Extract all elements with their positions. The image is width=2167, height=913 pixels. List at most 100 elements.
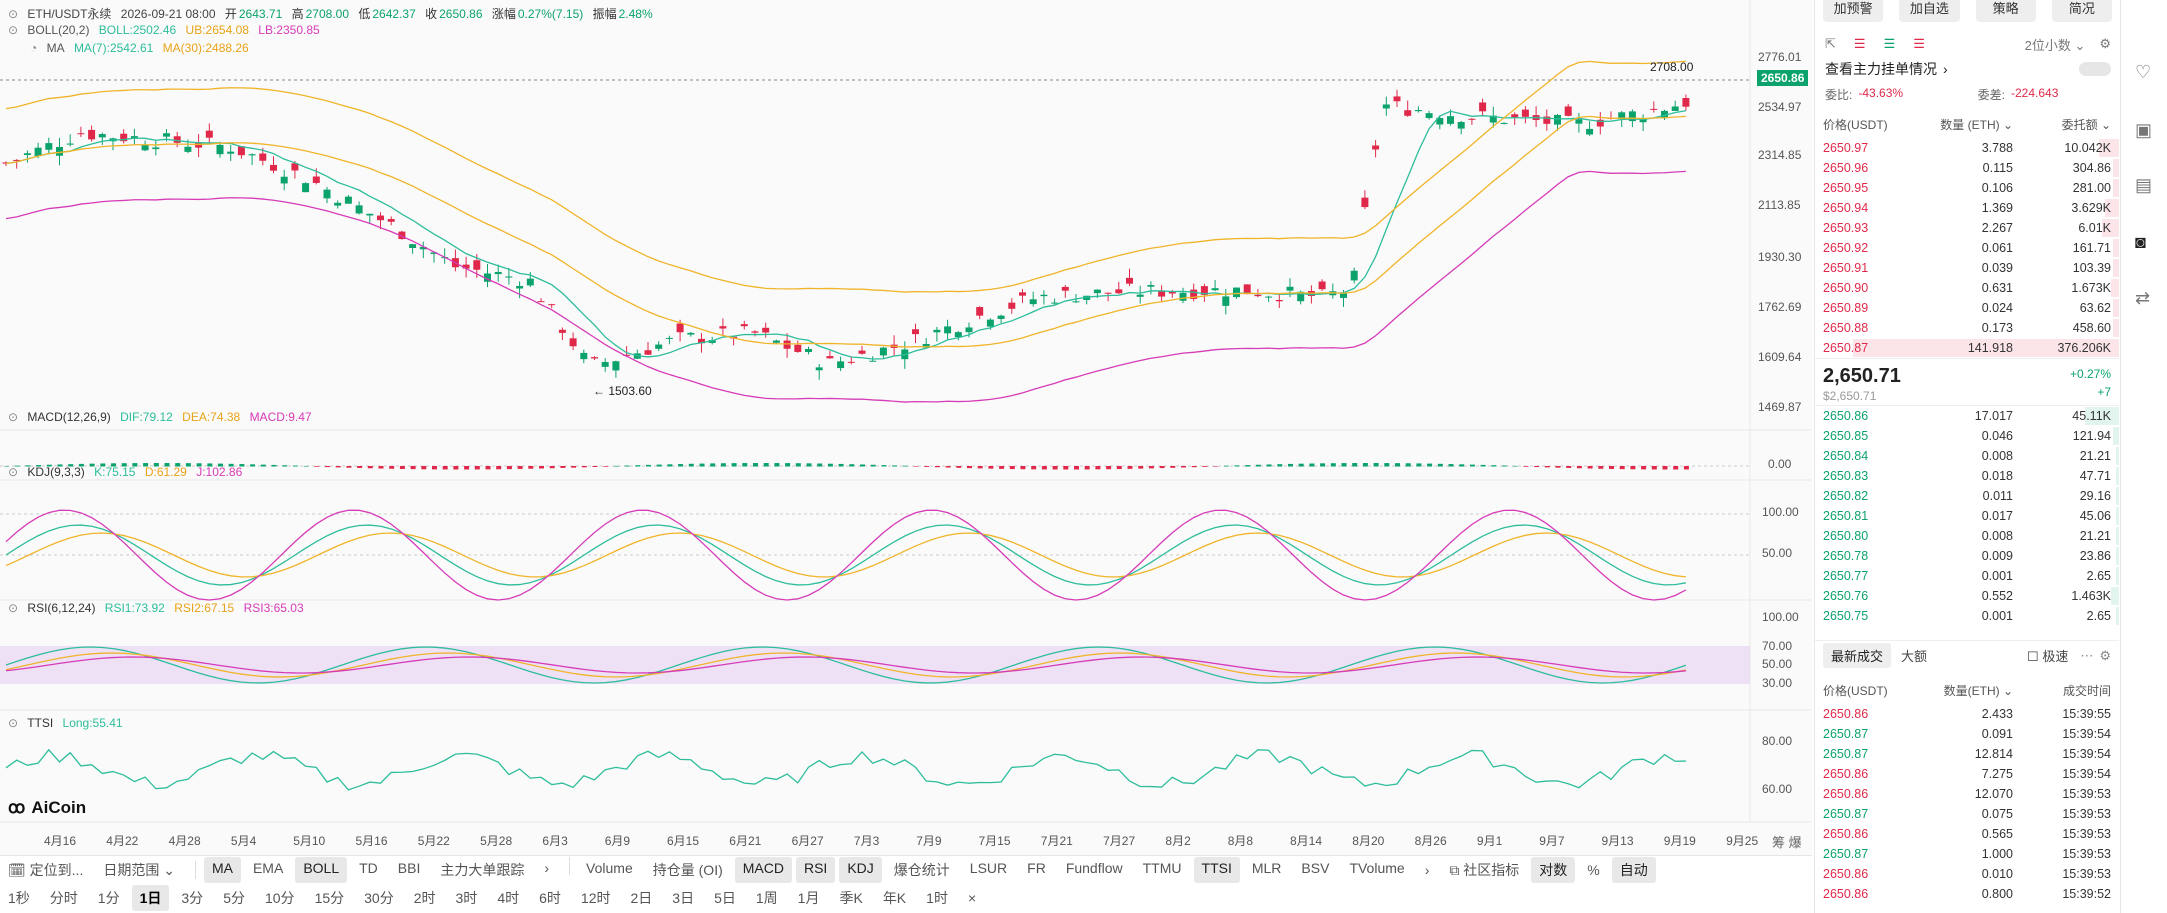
interval-1[interactable]: 分时 bbox=[49, 890, 78, 906]
interval-14[interactable]: 2日 bbox=[630, 890, 653, 906]
indicator-10[interactable]: KDJ bbox=[839, 856, 882, 883]
orderbook-row[interactable]: 2650.82 0.011 29.16 bbox=[1815, 486, 2119, 506]
interval-17[interactable]: 1周 bbox=[755, 890, 778, 906]
orderbook-row[interactable]: 2650.84 0.008 21.21 bbox=[1815, 446, 2119, 466]
indicator-9[interactable]: RSI bbox=[795, 856, 836, 883]
indicator-19[interactable]: TVolume bbox=[1349, 859, 1405, 876]
orderbook-row[interactable]: 2650.76 0.552 1.463K bbox=[1815, 586, 2119, 606]
view-bids-icon[interactable]: ☰ bbox=[1883, 36, 1896, 51]
orderbook-row[interactable]: 2650.92 0.061 161.71 bbox=[1815, 238, 2119, 258]
orderbook-row[interactable]: 2650.91 0.039 103.39 bbox=[1815, 258, 2119, 278]
indicator-11[interactable]: 爆仓统计 bbox=[893, 861, 950, 878]
ma-legend[interactable]: ◔ MA MA(7):2542.61 MA(30):2488.26 bbox=[30, 41, 255, 55]
orderbook-row[interactable]: 2650.85 0.046 121.94 bbox=[1815, 426, 2119, 446]
interval-21[interactable]: 1时 bbox=[926, 890, 948, 906]
orderbook-row[interactable]: 2650.77 0.001 2.65 bbox=[1815, 566, 2119, 586]
orderbook-row[interactable]: 2650.86 17.017 45.11K bbox=[1815, 406, 2119, 426]
settings-icon[interactable]: ⚙ bbox=[2099, 647, 2111, 663]
bot-icon[interactable]: ◙ bbox=[2135, 232, 2146, 252]
candlestick-chart[interactable] bbox=[0, 0, 1812, 860]
interval-4[interactable]: 3分 bbox=[181, 890, 204, 906]
tab-large-trades[interactable]: 大额 bbox=[1901, 649, 1928, 664]
indicator-5[interactable]: 主力大单跟踪 bbox=[440, 861, 525, 878]
orderbook-row[interactable]: 2650.81 0.017 45.06 bbox=[1815, 506, 2119, 526]
chevron-right-icon[interactable]: › bbox=[544, 859, 550, 876]
interval-18[interactable]: 1月 bbox=[797, 890, 820, 906]
interval-0[interactable]: 1秒 bbox=[8, 890, 30, 906]
strategy-button[interactable]: 策略 bbox=[1975, 0, 2036, 22]
collapse-icon[interactable]: ⊙ bbox=[8, 410, 19, 424]
indicator-0[interactable]: MA bbox=[203, 856, 241, 883]
exchange-icon[interactable]: ⇄ bbox=[2135, 288, 2151, 308]
collapse-icon[interactable]: ⊙ bbox=[8, 7, 19, 21]
indicator-1[interactable]: EMA bbox=[252, 859, 284, 876]
interval-8[interactable]: 30分 bbox=[364, 890, 394, 906]
orderbook-row[interactable]: 2650.83 0.018 47.71 bbox=[1815, 466, 2119, 486]
percent-scale-toggle[interactable]: % bbox=[1587, 861, 1600, 878]
indicator-16[interactable]: TTSI bbox=[1193, 856, 1240, 883]
overview-button[interactable]: 简况 bbox=[2051, 0, 2112, 22]
collapse-icon[interactable]: ⊙ bbox=[8, 465, 19, 479]
main-orders-toggle[interactable] bbox=[2079, 62, 2111, 76]
etf-icon[interactable]: ▤ bbox=[2135, 175, 2153, 195]
indicator-4[interactable]: BBI bbox=[397, 859, 421, 876]
orderbook-row[interactable]: 2650.93 2.267 6.01K bbox=[1815, 218, 2119, 238]
watchlist-button[interactable]: 加自选 bbox=[1899, 0, 1960, 22]
orderbook-row[interactable]: 2650.88 0.173 458.60 bbox=[1815, 318, 2119, 338]
interval-19[interactable]: 季K bbox=[839, 890, 863, 906]
indicator-15[interactable]: TTMU bbox=[1142, 859, 1182, 876]
view-asks-icon[interactable]: ☰ bbox=[1913, 36, 1925, 51]
collapse-icon[interactable]: ⊙ bbox=[8, 23, 19, 37]
indicator-7[interactable]: 持仓量 (OI) bbox=[652, 861, 723, 878]
main-orders-row[interactable]: 查看主力挂单情况 › bbox=[1825, 60, 2111, 78]
indicator-18[interactable]: BSV bbox=[1301, 859, 1330, 876]
dots-icon[interactable]: ⋯ bbox=[2080, 647, 2094, 663]
indicator-3[interactable]: TD bbox=[359, 859, 378, 876]
indicator-8[interactable]: MACD bbox=[734, 856, 792, 883]
pulse-icon[interactable]: ♡ bbox=[2135, 62, 2152, 82]
locate-button[interactable]: 🗓 定位到... bbox=[8, 861, 84, 878]
community-indicators-button[interactable]: ⧉ 社区指标 bbox=[1449, 861, 1520, 878]
expand-icon[interactable]: ⇱ bbox=[1825, 36, 1836, 51]
interval-11[interactable]: 4时 bbox=[497, 890, 520, 906]
indicator-2[interactable]: BOLL bbox=[295, 856, 348, 883]
boll-legend[interactable]: ⊙ BOLL(20,2) BOLL:2502.46 UB:2654.08 LB:… bbox=[8, 23, 326, 37]
tcol-qty[interactable]: 数量(ETH) ⌄ bbox=[1943, 684, 2013, 698]
chart-area[interactable]: ⊙ ETH/USDT永续 2026-09-21 08:00 开 2643.71 高… bbox=[0, 0, 1812, 860]
indicator-17[interactable]: MLR bbox=[1251, 859, 1282, 876]
alert-button[interactable]: 加预警 bbox=[1823, 0, 1884, 22]
chevron-right-icon[interactable]: › bbox=[1424, 861, 1430, 878]
interval-20[interactable]: 年K bbox=[882, 890, 907, 906]
chart-mini-icons[interactable]: 筹 爆 bbox=[1772, 835, 1802, 850]
orderbook-row[interactable]: 2650.90 0.631 1.673K bbox=[1815, 278, 2119, 298]
interval-9[interactable]: 2时 bbox=[413, 890, 436, 906]
col-total[interactable]: 委托额 ⌄ bbox=[2061, 118, 2111, 132]
main-orders-link[interactable]: 查看主力挂单情况 bbox=[1825, 61, 1937, 77]
interval-5[interactable]: 5分 bbox=[223, 890, 245, 906]
indicator-13[interactable]: FR bbox=[1027, 859, 1046, 876]
bell-icon[interactable]: ◔ bbox=[30, 41, 38, 55]
orderbook-row[interactable]: 2650.94 1.369 3.629K bbox=[1815, 198, 2119, 218]
macd-legend[interactable]: ⊙ MACD(12,26,9) DIF:79.12 DEA:74.38 MACD… bbox=[8, 410, 318, 424]
collapse-icon[interactable]: ⊙ bbox=[8, 716, 19, 730]
col-qty[interactable]: 数量 (ETH) ⌄ bbox=[1940, 118, 2013, 132]
view-both-icon[interactable]: ☰ bbox=[1853, 36, 1866, 51]
interval-16[interactable]: 5日 bbox=[714, 890, 736, 906]
orderbook-row[interactable]: 2650.80 0.008 21.21 bbox=[1815, 526, 2119, 546]
orderbook-row[interactable]: 2650.87 141.918 376.206K bbox=[1815, 338, 2119, 358]
decimals-select[interactable]: 2位小数 ⌄ bbox=[2024, 37, 2086, 53]
interval-3[interactable]: 1日 bbox=[131, 885, 170, 911]
settings-icon[interactable]: ⚙ bbox=[2099, 36, 2111, 51]
orderbook-row[interactable]: 2650.97 3.788 10.042K bbox=[1815, 138, 2119, 158]
interval-10[interactable]: 3时 bbox=[455, 890, 478, 906]
tab-latest-trades[interactable]: 最新成交 bbox=[1823, 643, 1892, 668]
ttsi-legend[interactable]: ⊙ TTSI Long:55.41 bbox=[8, 716, 129, 730]
indicator-12[interactable]: LSUR bbox=[969, 859, 1008, 876]
orderbook-row[interactable]: 2650.75 0.001 2.65 bbox=[1815, 606, 2119, 626]
orderbook-row[interactable]: 2650.78 0.009 23.86 bbox=[1815, 546, 2119, 566]
chart-icon[interactable]: ▣ bbox=[2135, 120, 2153, 140]
orderbook-row[interactable]: 2650.96 0.115 304.86 bbox=[1815, 158, 2119, 178]
indicator-14[interactable]: Fundflow bbox=[1065, 859, 1123, 876]
close-icon[interactable]: × bbox=[967, 890, 977, 906]
interval-13[interactable]: 12时 bbox=[580, 890, 611, 906]
